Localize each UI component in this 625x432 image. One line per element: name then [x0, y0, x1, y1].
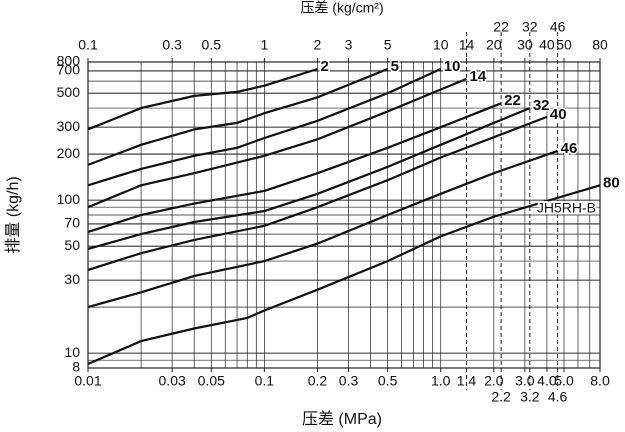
annotation: JH5RH-B: [537, 199, 596, 215]
x2-tick-label: 1: [260, 37, 268, 53]
x-tick-label: 0.5: [378, 373, 398, 389]
y-tick-label: 500: [57, 84, 81, 100]
curve-label: 22: [504, 92, 521, 109]
curve: [87, 67, 318, 131]
x-tick-label: 4.6: [548, 389, 568, 405]
y-tick-label: 700: [57, 62, 81, 78]
chart-title: 压差 (kg/cm²): [300, 0, 383, 16]
y-tick-label: 200: [57, 145, 81, 161]
y-tick-label: 70: [64, 215, 80, 231]
x-tick-label: 1.0: [431, 373, 451, 389]
x-tick-label: 3.2: [520, 389, 540, 405]
curve: [87, 67, 389, 166]
curve-label: 14: [469, 68, 486, 85]
curve-label: 46: [561, 140, 578, 157]
y-tick-label: 300: [57, 118, 81, 134]
x2-tick-label: 0.1: [78, 37, 98, 53]
curve: [87, 67, 442, 187]
x-tick-label: 0.3: [339, 373, 359, 389]
x2-tick-label: 10: [433, 37, 449, 53]
curve-label: 5: [391, 58, 399, 75]
x-tick-label: 8.0: [590, 373, 610, 389]
curve: [87, 102, 502, 233]
y-tick-label: 30: [64, 271, 80, 287]
x-tick-label: 0.2: [308, 373, 328, 389]
x2-tick-label: 3: [345, 37, 353, 53]
x-tick-label: 4.0: [537, 373, 557, 389]
x-tick-label: 0.01: [74, 373, 101, 389]
curve-label: 10: [444, 58, 461, 75]
curve-label: 80: [603, 174, 620, 191]
curve: [87, 149, 558, 309]
x2-tick-label: 0.5: [202, 37, 222, 53]
x2-tick-label: 0.3: [162, 37, 182, 53]
y-tick-label: 800: [57, 53, 81, 69]
x-axis-label: 压差 (MPa): [302, 410, 382, 428]
curve: [87, 184, 601, 366]
x2-tick-label: 2: [314, 37, 322, 53]
y-tick-label: 100: [57, 191, 81, 207]
curve-label: 40: [550, 106, 567, 123]
x-tick-label: 0.1: [255, 373, 275, 389]
curve: [87, 115, 548, 271]
x-tick-label: 0.03: [159, 373, 186, 389]
y-axis-label: 排量 (kg/h): [4, 176, 22, 253]
x2-tick-label: 40: [539, 37, 555, 53]
y-tick-label: 10: [64, 344, 80, 360]
x-tick-label: 1.4: [457, 373, 477, 389]
x2-tick-label: 46: [550, 19, 566, 35]
x2-tick-label: 50: [556, 37, 572, 53]
x2-tick-label: 20: [486, 37, 502, 53]
x-tick-label: 0.05: [198, 373, 225, 389]
curve: [87, 77, 467, 209]
x-tick-label: 2.0: [484, 373, 504, 389]
x2-tick-label: 80: [592, 37, 608, 53]
x-tick-label: 2.2: [491, 389, 511, 405]
curve: [87, 107, 531, 250]
x2-tick-label: 32: [522, 19, 538, 35]
curve-label: 32: [533, 97, 550, 114]
x2-tick-label: 5: [384, 37, 392, 53]
x2-tick-label: 22: [493, 19, 509, 35]
x2-tick-label: 14: [459, 37, 475, 53]
curve-label: 2: [320, 58, 328, 75]
x2-tick-label: 30: [517, 37, 533, 53]
x-tick-label: 3.0: [515, 373, 535, 389]
y-tick-label: 50: [64, 237, 80, 253]
y-tick-label: 8: [72, 359, 80, 375]
x-tick-label: 5.0: [554, 373, 574, 389]
